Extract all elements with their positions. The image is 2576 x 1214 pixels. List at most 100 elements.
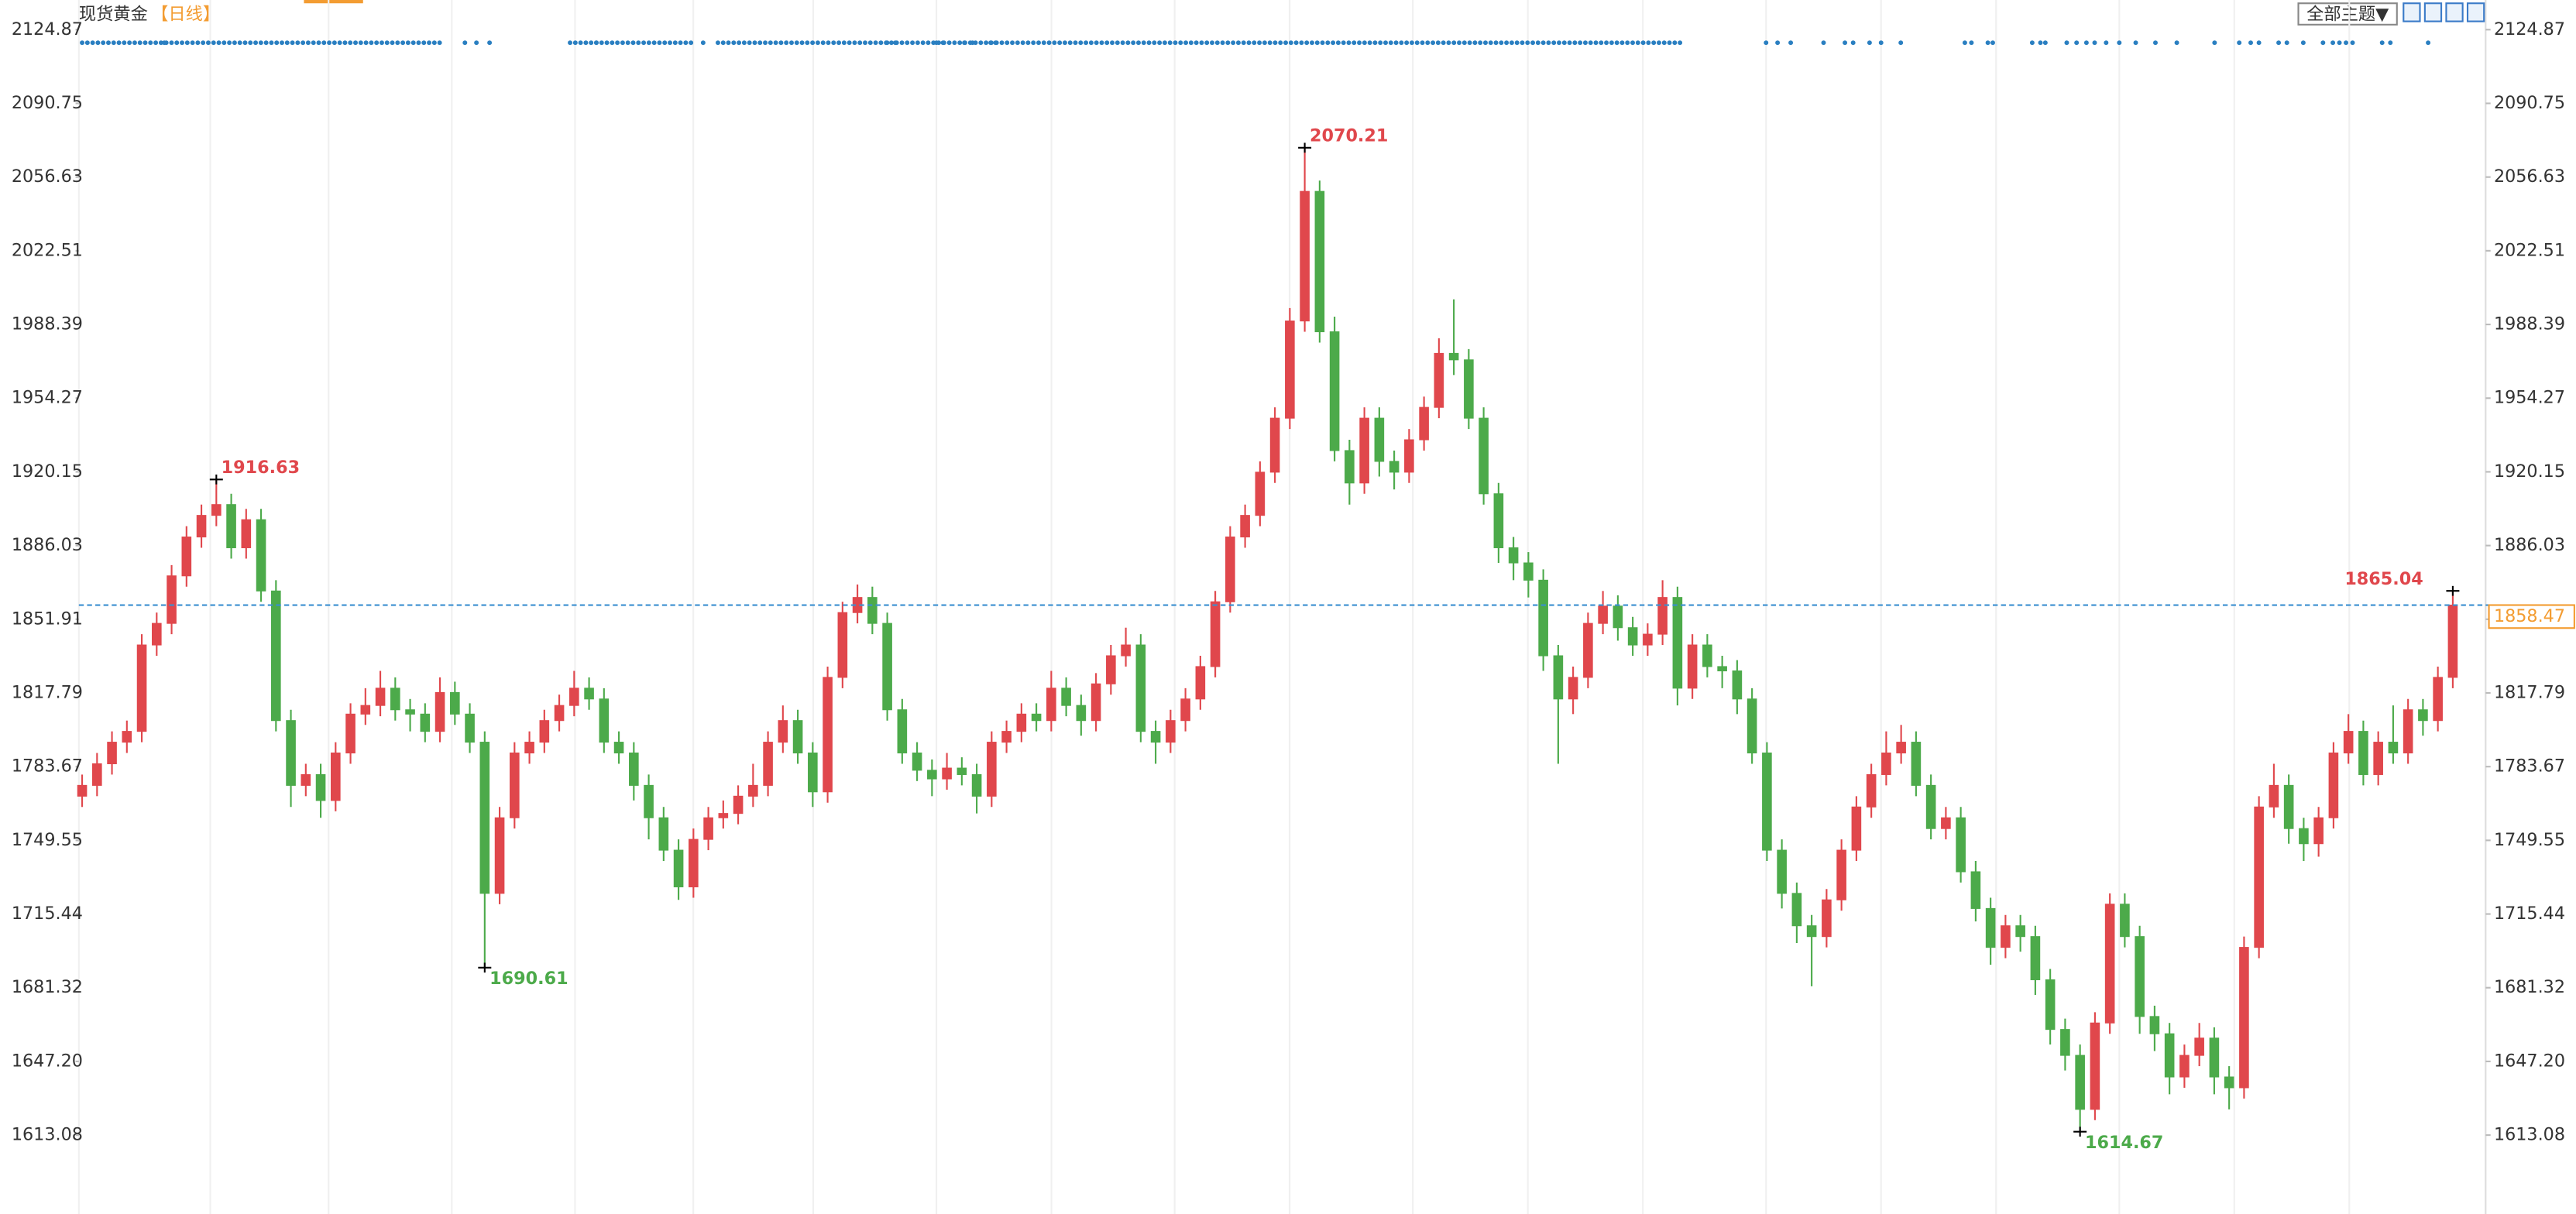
event-dot: [888, 40, 894, 46]
candle-body: [241, 519, 252, 549]
theme-button[interactable]: [2297, 2, 2398, 26]
candle-body: [1269, 417, 1280, 473]
event-dot: [1183, 40, 1189, 46]
candle-body: [286, 720, 296, 786]
toolbar-icons[interactable]: [2403, 2, 2485, 22]
event-dot: [1320, 40, 1325, 46]
chart-subtitle: 【日线】: [151, 5, 220, 25]
event-dot: [305, 40, 311, 46]
event-dot: [421, 40, 427, 46]
candle-body: [808, 753, 818, 793]
candle-body: [1076, 705, 1087, 722]
event-dot: [1457, 40, 1461, 46]
event-dot: [636, 40, 641, 46]
candle-body: [763, 742, 773, 786]
event-dot: [1078, 40, 1084, 46]
candle-body: [2194, 1037, 2204, 1056]
y-tick-label-right: 1886.03: [2494, 535, 2565, 555]
event-dot: [893, 40, 898, 46]
event-dot: [1288, 40, 1293, 46]
candle-body: [136, 644, 147, 732]
candle-body: [1210, 601, 1221, 667]
event-dot: [778, 40, 784, 46]
event-dot: [1241, 40, 1246, 46]
event-dot: [1843, 40, 1848, 46]
event-dot: [578, 40, 583, 46]
y-tick-label-left: 2022.51: [12, 240, 83, 260]
event-dot: [284, 40, 290, 46]
event-dot: [400, 40, 406, 46]
event-dot: [1331, 40, 1336, 46]
candle-body: [2001, 925, 2011, 948]
candle-body: [2045, 979, 2056, 1031]
event-dot: [2300, 40, 2306, 46]
event-dot: [946, 40, 952, 46]
event-dot: [1341, 40, 1346, 46]
event-dot: [2104, 40, 2109, 46]
event-dot: [1672, 40, 1678, 46]
event-dot: [1309, 40, 1314, 46]
candle-body: [882, 622, 892, 711]
event-dot: [2117, 40, 2122, 46]
candle-body: [2239, 947, 2249, 1089]
event-dot: [127, 40, 132, 46]
event-dot: [731, 40, 737, 46]
event-dot: [1020, 40, 1025, 46]
event-dot: [984, 40, 989, 46]
event-dot: [1646, 40, 1651, 46]
event-dot: [863, 40, 867, 46]
candle-body: [1657, 597, 1668, 635]
event-dot: [1640, 40, 1646, 46]
event-dot: [1010, 40, 1015, 46]
candle-body: [2358, 731, 2368, 775]
candle-body: [1822, 899, 1832, 938]
event-dot: [852, 40, 857, 46]
event-dot: [715, 40, 720, 46]
zoom-icon[interactable]: [2403, 2, 2421, 22]
event-dot: [1173, 40, 1178, 46]
candle-body: [1106, 655, 1116, 684]
candle-body: [1538, 579, 1548, 657]
candle-body: [1031, 713, 1042, 722]
event-dot: [337, 40, 342, 46]
event-dot: [1525, 40, 1530, 46]
event-dot: [957, 40, 963, 46]
y-tick-label-left: 1715.44: [12, 904, 83, 924]
event-dot: [1378, 40, 1383, 46]
theme-button-label[interactable]: 全部主题▼: [2306, 5, 2389, 25]
event-dot: [1540, 40, 1546, 46]
y-tick-label-right: 2022.51: [2494, 240, 2565, 260]
candle-body: [1285, 321, 1295, 419]
event-dot: [410, 40, 416, 46]
candle-body: [1240, 515, 1250, 538]
event-dot: [873, 40, 878, 46]
candle-body: [1956, 817, 1966, 873]
event-dot: [763, 40, 768, 46]
candle-body: [1643, 633, 1653, 646]
event-dot: [1985, 40, 1990, 46]
candle-body: [1195, 666, 1206, 700]
event-dot: [1125, 40, 1131, 46]
candle-body: [1747, 698, 1757, 754]
play-icon[interactable]: [2445, 2, 2464, 22]
candle-body: [1508, 547, 1519, 564]
event-dot: [1352, 40, 1357, 46]
end-icon[interactable]: [2466, 2, 2485, 22]
candle-body: [1180, 698, 1190, 722]
event-dot: [1152, 40, 1157, 46]
event-dot: [1257, 40, 1262, 46]
event-dot: [1283, 40, 1288, 46]
candle-body: [390, 688, 400, 711]
event-dot: [1619, 40, 1625, 46]
event-dot: [106, 40, 111, 46]
event-dot: [1414, 40, 1420, 46]
event-dot: [594, 40, 599, 46]
extreme-label: 1690.61: [489, 969, 568, 989]
y-tick-label-right: 1920.15: [2494, 461, 2565, 482]
event-dot: [768, 40, 773, 46]
event-dot: [805, 40, 810, 46]
event-dot: [237, 40, 242, 46]
event-dot: [358, 40, 363, 46]
event-dot: [2174, 40, 2179, 46]
fit-icon[interactable]: [2423, 2, 2443, 22]
